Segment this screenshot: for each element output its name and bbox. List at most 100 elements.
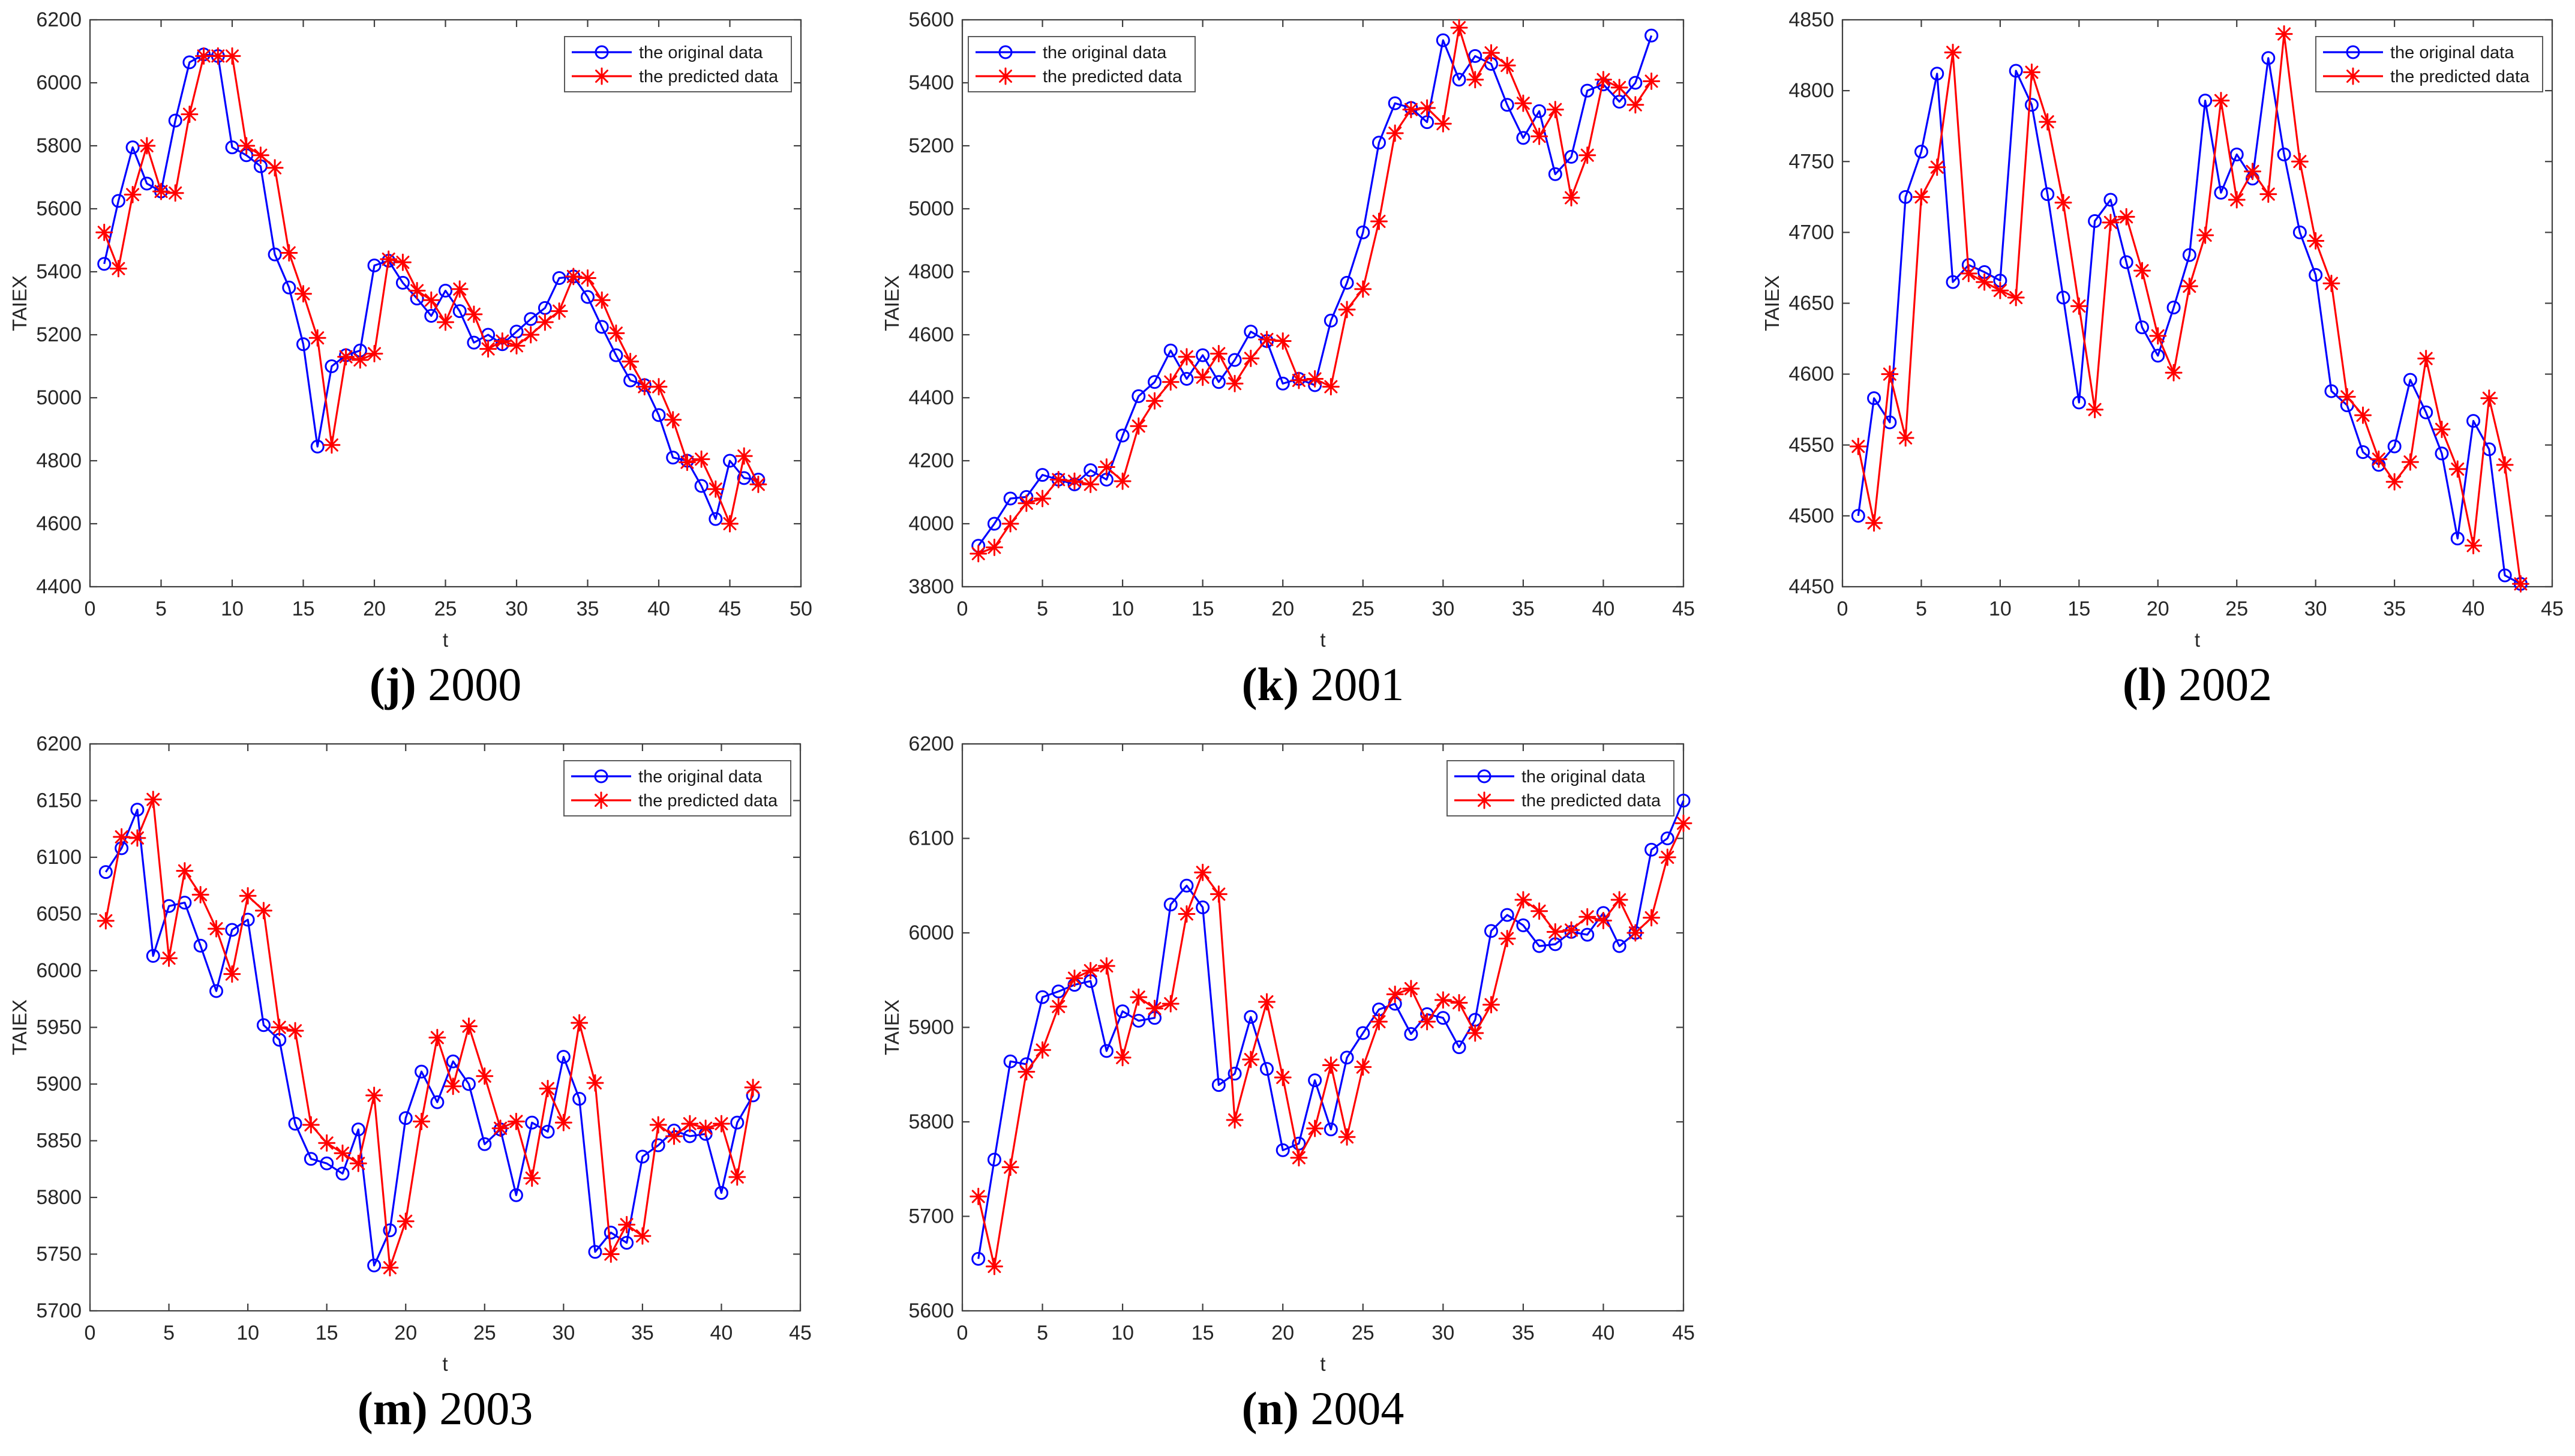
original-legend-label: the original data <box>2390 43 2514 62</box>
original-point-marker <box>652 408 666 422</box>
original-point-marker <box>439 284 452 298</box>
predicted-point-marker <box>1643 72 1661 90</box>
chart-2004-block: 0 5 10 15 20 25 30 35 40 45 5600 5700 5800 5900 6000 61… <box>872 724 1748 1379</box>
y-tick-label: 5900 <box>908 1016 954 1039</box>
original-point-marker <box>310 439 325 454</box>
predicted-point-marker <box>380 250 398 268</box>
predicted-point-marker <box>1562 189 1580 207</box>
predicted-point-marker <box>2086 401 2104 419</box>
predicted-point-marker <box>1066 969 1084 987</box>
chart-2002-canvas: 0 5 10 15 20 25 30 35 40 45 4450 4500 4550 4600 4650 47… <box>1761 8 2564 651</box>
original-point-marker <box>1930 67 1944 81</box>
original-point-marker <box>2261 51 2276 65</box>
predicted-point-marker <box>1450 994 1468 1012</box>
predicted-point-marker <box>1114 1049 1132 1067</box>
y-tick-label: 6000 <box>908 921 954 944</box>
predicted-legend-label: the predicted data <box>639 67 779 86</box>
x-tick-label: 30 <box>1431 1322 1454 1344</box>
x-tick-label: 15 <box>316 1322 338 1344</box>
legend: the original data the predicted data <box>2315 36 2543 92</box>
x-tick-label: 0 <box>1837 598 1848 620</box>
predicted-point-marker <box>1306 1119 1324 1137</box>
predicted-point-marker <box>1258 331 1276 349</box>
x-tick-label: 45 <box>789 1322 812 1344</box>
original-point-marker <box>1867 391 1881 406</box>
x-tick-label: 10 <box>1111 1322 1134 1344</box>
x-tick-label: 25 <box>434 598 457 620</box>
original-point-marker <box>225 140 239 155</box>
chart-2003-canvas: 0 5 10 15 20 25 30 35 40 45 5700 5750 5800 5850 5900 59… <box>8 732 812 1375</box>
predicted-point-marker <box>593 67 611 85</box>
caption-letter: (j) <box>369 658 428 710</box>
original-point-marker <box>1051 984 1066 999</box>
original-point-marker <box>1180 372 1194 386</box>
predicted-point-marker <box>465 305 483 323</box>
predicted-point-marker <box>622 353 640 371</box>
caption-2004: (n) 2004 <box>962 1382 1683 1436</box>
x-tick-label: 20 <box>394 1322 417 1344</box>
predicted-legend-label: the predicted data <box>1521 791 1661 810</box>
predicted-point-marker <box>697 1119 715 1137</box>
original-point-marker <box>1340 275 1354 290</box>
predicted-series-line <box>104 798 754 1269</box>
predicted-point-marker <box>1097 957 1115 975</box>
predicted-point-marker <box>428 1029 446 1047</box>
predicted-point-marker <box>318 1134 336 1152</box>
y-axis-label: TAIEX <box>8 999 31 1055</box>
y-tick-label: 5000 <box>36 386 82 409</box>
x-tick-label: 40 <box>2462 598 2485 620</box>
predicted-series-markers <box>1849 25 2529 593</box>
original-point-marker <box>2088 214 2102 228</box>
original-point-marker <box>2403 373 2417 387</box>
predicted-point-marker <box>539 1080 557 1098</box>
predicted-series-markers <box>970 19 1661 563</box>
predicted-point-marker <box>1562 921 1580 939</box>
legend: the original data the predicted data <box>968 36 1196 92</box>
original-point-marker <box>1244 1010 1258 1024</box>
original-point-marker <box>383 1223 397 1238</box>
predicted-point-marker <box>1418 99 1436 117</box>
predicted-point-marker <box>507 1112 525 1130</box>
predicted-point-marker <box>1386 985 1404 1003</box>
original-point-marker <box>1500 908 1514 922</box>
original-point-marker <box>1452 73 1466 87</box>
original-point-marker <box>325 359 339 373</box>
x-tick-label: 15 <box>292 598 315 620</box>
original-point-marker <box>430 1095 445 1109</box>
predicted-point-marker <box>2275 25 2293 43</box>
original-point-marker <box>1532 939 1547 953</box>
original-point-marker <box>1580 83 1595 98</box>
y-tick-label: 5800 <box>36 134 82 157</box>
predicted-point-marker <box>579 269 596 287</box>
original-point-marker <box>1644 842 1659 857</box>
predicted-point-marker <box>550 302 568 320</box>
x-tick-label: 15 <box>2067 598 2090 620</box>
original-point-marker <box>168 113 182 128</box>
original-point-marker <box>424 309 439 323</box>
y-tick-label: 4400 <box>908 386 954 409</box>
predicted-point-marker <box>1306 370 1324 388</box>
original-point-marker <box>987 1152 1001 1167</box>
original-point-marker <box>98 865 113 879</box>
x-tick-label: 0 <box>85 598 96 620</box>
x-tick-label: 40 <box>710 1322 733 1344</box>
original-point-marker <box>478 1137 492 1151</box>
predicted-point-marker <box>1434 115 1452 133</box>
x-tick-label: 5 <box>1037 1322 1048 1344</box>
original-point-marker <box>609 348 623 362</box>
original-point-marker <box>1946 275 1960 289</box>
predicted-point-marker <box>1610 79 1628 97</box>
predicted-point-marker <box>124 185 142 203</box>
predicted-point-marker <box>1049 998 1067 1016</box>
predicted-point-marker <box>1097 458 1115 476</box>
predicted-point-marker <box>128 829 146 847</box>
original-point-marker <box>125 140 140 155</box>
x-tick-label: 35 <box>631 1322 654 1344</box>
predicted-series-line <box>103 55 760 525</box>
y-tick-label: 5200 <box>36 323 82 346</box>
predicted-point-marker <box>1418 1013 1436 1031</box>
predicted-point-marker <box>1610 891 1628 909</box>
predicted-point-marker <box>451 280 469 298</box>
y-tick-label: 4750 <box>1788 150 1834 173</box>
chart-2002: 0 5 10 15 20 25 30 35 40 45 4450 4500 4550 4600 4650 47… <box>1761 8 2564 651</box>
